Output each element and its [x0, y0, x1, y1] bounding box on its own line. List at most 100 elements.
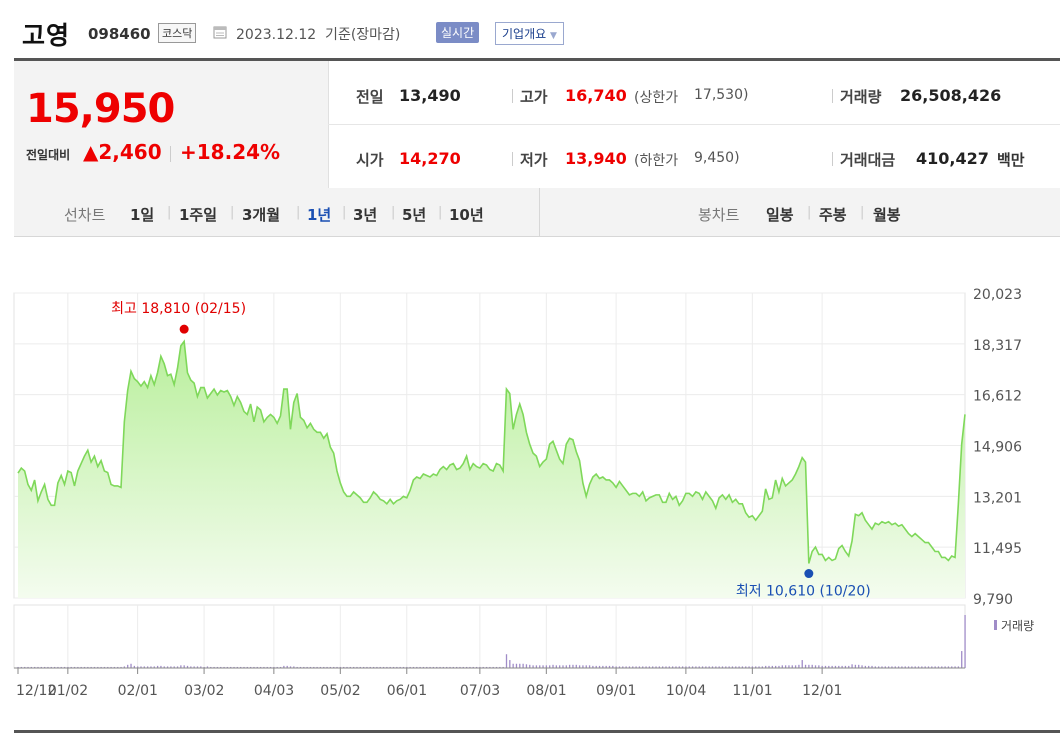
- volume-bar: [372, 666, 375, 668]
- x-tick-label: 03/02: [184, 683, 224, 699]
- price-change: ▲2,460: [83, 140, 162, 164]
- x-tick-label: 09/01: [596, 683, 636, 699]
- volume-bar: [376, 666, 378, 668]
- volume-bar: [728, 666, 730, 668]
- volume-bar: [927, 666, 930, 668]
- volume-bar: [864, 665, 867, 668]
- volume-bar: [615, 666, 617, 668]
- volume-bar: [452, 666, 454, 668]
- volume-bar: [568, 664, 571, 668]
- volume-bar: [921, 666, 923, 668]
- volume-bar: [532, 665, 534, 668]
- volume-bar: [578, 665, 581, 668]
- volume-bar: [156, 665, 159, 668]
- bottom-rule: [14, 730, 1060, 733]
- x-tick-label: 08/01: [526, 683, 566, 699]
- volume-bar: [369, 666, 371, 668]
- volume-bar: [645, 666, 647, 668]
- volume-bar: [296, 666, 298, 668]
- tab-weekly-candle[interactable]: 주봉: [819, 206, 847, 224]
- volume-bar: [911, 666, 913, 668]
- y-tick-label: 16,612: [973, 389, 1022, 405]
- low-annotation: 최저 10,610 (10/20): [736, 584, 871, 600]
- tab-monthly-candle[interactable]: 월봉: [873, 206, 901, 224]
- volume-bar: [565, 665, 567, 668]
- volume-bar: [688, 666, 690, 668]
- volume-bar: [937, 666, 940, 668]
- high-annotation: 최고 18,810 (02/15): [111, 301, 246, 317]
- volume-bar: [834, 665, 837, 668]
- volume-bar: [406, 666, 408, 668]
- volume-bar: [542, 665, 544, 668]
- tab-1day[interactable]: 1일: [130, 206, 155, 224]
- tab-separator: |: [167, 205, 172, 220]
- volume-bar: [618, 666, 621, 668]
- volume-bar: [353, 666, 355, 668]
- volume-bar: [326, 666, 328, 668]
- price-summary: [14, 61, 329, 188]
- volume-bar: [705, 666, 707, 668]
- volume-bar: [778, 665, 780, 668]
- volume-bar: [146, 666, 149, 668]
- tab-3year[interactable]: 3년: [353, 206, 378, 224]
- volume-bar: [392, 666, 395, 668]
- volume-bar: [100, 666, 102, 668]
- tab-1year[interactable]: 1년: [307, 206, 332, 224]
- volume-bar: [871, 665, 873, 668]
- volume-bar: [811, 664, 813, 668]
- volume-bar: [117, 666, 119, 668]
- volume-bar: [505, 654, 508, 668]
- volume-bar: [745, 666, 747, 668]
- tab-separator: |: [391, 205, 396, 220]
- volume-bar: [422, 666, 425, 668]
- tab-3month[interactable]: 3개월: [242, 206, 281, 224]
- volume-bar: [681, 666, 684, 668]
- calendar-icon: [213, 26, 227, 39]
- volume-bar: [140, 666, 142, 668]
- volume-bar: [137, 666, 139, 668]
- volume-bar: [67, 666, 69, 668]
- volume-bar: [166, 666, 169, 668]
- volume-bar: [784, 665, 787, 668]
- y-tick-label: 14,906: [973, 440, 1022, 456]
- volume-bar: [240, 666, 242, 668]
- volume-bar: [286, 665, 288, 668]
- volume-bar: [638, 666, 641, 668]
- volume-legend-swatch: [994, 620, 997, 630]
- tab-daily-candle[interactable]: 일봉: [766, 206, 794, 224]
- high-value: 16,740: [565, 86, 627, 105]
- volume-bar: [914, 666, 916, 668]
- volume-bar: [153, 666, 155, 668]
- tab-5year[interactable]: 5년: [402, 206, 427, 224]
- volume-bar: [851, 664, 853, 668]
- volume-bar: [738, 666, 740, 668]
- volume-bar: [469, 666, 471, 668]
- company-info-dropdown[interactable]: 기업개요 ▼: [495, 22, 564, 45]
- x-tick-label: 06/01: [387, 683, 427, 699]
- volume-bar: [97, 666, 99, 668]
- volume-bar: [961, 651, 963, 668]
- volume-bar: [442, 666, 445, 668]
- volume-bar: [804, 664, 807, 668]
- volume-bar: [459, 666, 461, 668]
- volume-bar: [858, 664, 860, 668]
- volume-bar: [20, 666, 23, 668]
- quote-date: 2023.12.12 기준(장마감): [236, 27, 401, 43]
- volume-bar: [233, 666, 235, 668]
- volume-bar: [113, 666, 116, 668]
- current-price: 15,950: [26, 86, 175, 132]
- volume-bar: [695, 666, 697, 668]
- volume-bar: [323, 666, 325, 668]
- y-tick-label: 9,790: [973, 592, 1013, 608]
- realtime-button[interactable]: 실시간: [436, 22, 480, 43]
- volume-bar: [143, 666, 145, 668]
- volume-bar: [751, 666, 754, 668]
- tab-1week[interactable]: 1주일: [179, 206, 218, 224]
- volume-bar: [808, 664, 810, 668]
- volume-bar: [907, 666, 910, 668]
- tab-10year[interactable]: 10년: [449, 206, 484, 224]
- open-label: 시가: [356, 151, 384, 169]
- volume-bar: [535, 665, 538, 668]
- volume-bar: [612, 665, 614, 668]
- market-badge: 코스닥: [158, 23, 197, 43]
